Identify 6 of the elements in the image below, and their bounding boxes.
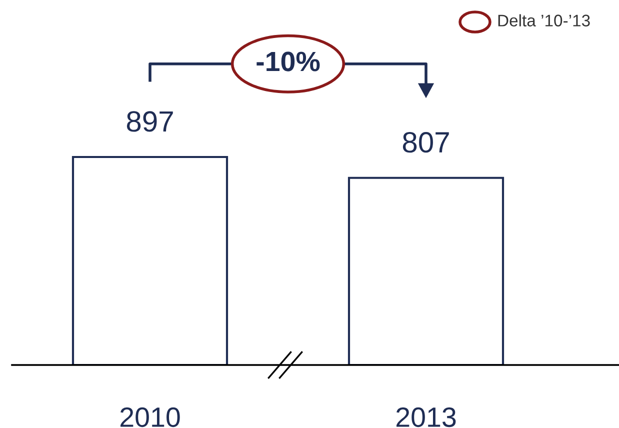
text: -10%: [256, 52, 320, 72]
data-label: 897: [126, 111, 173, 132]
text: Delta ’10-’13: [498, 14, 590, 26]
x-tick-label: 2013: [396, 407, 456, 428]
data-label: 807: [402, 132, 449, 153]
x-tick-label: 2010: [120, 407, 180, 428]
